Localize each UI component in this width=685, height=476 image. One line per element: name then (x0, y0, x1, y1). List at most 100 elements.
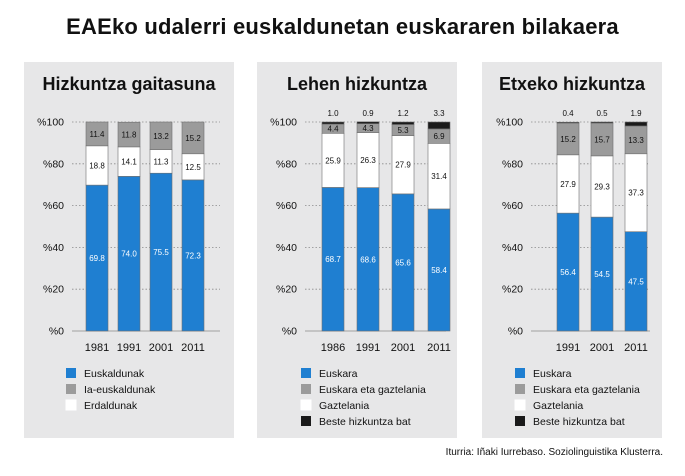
data-label: 1.0 (327, 109, 339, 118)
legend-swatch (66, 384, 76, 394)
x-tick-label: 2001 (391, 342, 415, 354)
chart-title: Hizkuntza gaitasuna (42, 74, 216, 94)
data-label: 37.3 (628, 189, 644, 198)
bar-segment (117, 121, 141, 148)
x-tick-label: 1991 (356, 342, 380, 354)
legend-label: Euskara (533, 368, 572, 380)
legend-swatch (514, 399, 526, 411)
bar-segment (427, 121, 451, 130)
data-label: 1.2 (397, 109, 409, 118)
data-label: 72.3 (185, 251, 201, 260)
legend-label: Euskara eta gaztelania (319, 384, 426, 396)
legend-swatch (515, 416, 525, 426)
y-tick-label: %60 (43, 200, 64, 212)
y-tick-label: %60 (276, 200, 297, 212)
data-label: 18.8 (89, 161, 105, 170)
y-tick-label: %20 (276, 284, 297, 296)
data-label: 56.4 (560, 268, 576, 277)
chart-title: Etxeko hizkuntza (498, 74, 646, 94)
legend-label: Erdaldunak (84, 400, 138, 412)
y-tick-label: %40 (502, 242, 523, 254)
legend-swatch (65, 399, 77, 411)
y-tick-label: %100 (270, 117, 297, 129)
data-label: 29.3 (594, 182, 610, 191)
data-label: 0.4 (562, 109, 574, 118)
data-label: 58.4 (431, 266, 447, 275)
data-label: 74.0 (121, 250, 137, 259)
data-label: 0.5 (596, 109, 608, 118)
y-tick-label: %40 (43, 242, 64, 254)
legend-swatch (301, 368, 311, 378)
legend-swatch (301, 416, 311, 426)
data-label: 31.4 (431, 172, 447, 181)
bar-segment (356, 121, 380, 124)
data-label: 26.3 (360, 156, 376, 165)
y-tick-label: %100 (496, 117, 523, 129)
legend-label: Euskara (319, 368, 358, 380)
y-tick-label: %100 (37, 117, 64, 129)
bar-segment (590, 121, 614, 124)
data-label: 15.2 (560, 135, 576, 144)
data-label: 3.3 (433, 109, 445, 118)
x-tick-label: 2001 (149, 342, 173, 354)
x-tick-label: 2001 (590, 342, 614, 354)
legend-label: Ia-euskaldunak (84, 384, 156, 396)
data-label: 69.8 (89, 254, 105, 263)
source-note: Iturria: Iñaki Iurrebaso. Soziolinguisti… (445, 447, 663, 458)
y-tick-label: %0 (282, 326, 297, 338)
x-tick-label: 1991 (556, 342, 580, 354)
y-tick-label: %0 (49, 326, 64, 338)
data-label: 4.4 (327, 125, 339, 134)
data-label: 6.9 (433, 132, 445, 141)
chart-2: %0 %20 %40 %60 %80 %100 56.4 27.9 15.2 0.4 1991 54.… (496, 109, 650, 428)
x-tick-label: 1991 (117, 342, 141, 354)
data-label: 13.2 (153, 132, 169, 141)
x-tick-label: 1986 (321, 342, 345, 354)
page-title: EAEko udalerri euskaldunetan euskararen … (66, 14, 619, 39)
x-tick-label: 1981 (85, 342, 109, 354)
bar-segment (556, 121, 580, 124)
data-label: 25.9 (325, 156, 341, 165)
legend-label: Beste hizkuntza bat (533, 416, 625, 428)
bar-segment (624, 121, 648, 127)
data-label: 27.9 (395, 161, 411, 170)
bar-segment (321, 121, 345, 125)
data-label: 4.3 (362, 124, 374, 133)
x-tick-label: 2011 (427, 342, 451, 354)
data-label: 15.2 (185, 134, 201, 143)
legend-swatch (515, 384, 525, 394)
data-label: 68.6 (360, 255, 376, 264)
x-tick-label: 2011 (181, 342, 205, 354)
x-tick-label: 2011 (624, 342, 648, 354)
y-tick-label: %80 (502, 158, 523, 170)
legend-label: Beste hizkuntza bat (319, 416, 411, 428)
legend-swatch (300, 399, 312, 411)
chart-title: Lehen hizkuntza (286, 74, 427, 94)
bar-segment (149, 121, 173, 150)
data-label: 54.5 (594, 270, 610, 279)
bar-segment (181, 121, 205, 155)
data-label: 5.3 (397, 126, 409, 135)
legend-swatch (301, 384, 311, 394)
y-tick-label: %80 (43, 158, 64, 170)
data-label: 65.6 (395, 258, 411, 267)
legend-label: Euskara eta gaztelania (533, 384, 640, 396)
data-label: 68.7 (325, 255, 341, 264)
data-label: 47.5 (628, 277, 644, 286)
y-tick-label: %40 (276, 242, 297, 254)
legend-swatch (515, 368, 525, 378)
legend-swatch (66, 368, 76, 378)
y-tick-label: %80 (276, 158, 297, 170)
data-label: 27.9 (560, 180, 576, 189)
chart-0: %0 %20 %40 %60 %80 %100 69.8 18.8 11.4 1981 74.0 14… (37, 117, 220, 412)
y-tick-label: %20 (502, 284, 523, 296)
legend-label: Euskaldunak (84, 368, 145, 380)
data-label: 0.9 (362, 109, 374, 118)
legend-label: Gaztelania (319, 400, 369, 412)
data-label: 14.1 (121, 158, 137, 167)
data-label: 75.5 (153, 248, 169, 257)
data-label: 11.8 (122, 131, 138, 140)
y-tick-label: %20 (43, 284, 64, 296)
data-label: 15.7 (594, 135, 610, 144)
